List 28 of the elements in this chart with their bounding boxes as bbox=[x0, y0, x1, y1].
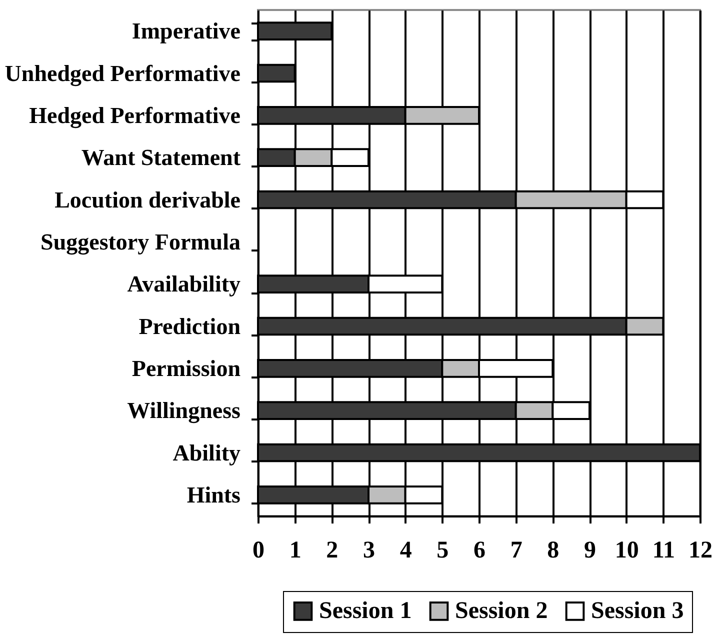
y-tick-label: Want Statement bbox=[81, 145, 241, 170]
legend-label: Session 2 bbox=[455, 598, 548, 624]
x-tick-label: 2 bbox=[326, 538, 338, 564]
x-tick-label: 10 bbox=[614, 538, 639, 564]
legend-label: Session 3 bbox=[591, 598, 684, 624]
y-tick-label: Suggestory Formula bbox=[40, 229, 241, 256]
x-tick-label: 5 bbox=[436, 538, 449, 564]
x-tick-label: 6 bbox=[474, 538, 486, 564]
x-tick-label: 0 bbox=[252, 538, 264, 564]
y-tick-label: Imperative bbox=[132, 18, 240, 44]
y-tick-label: Availability bbox=[127, 272, 241, 297]
x-tick-label: 12 bbox=[688, 538, 712, 564]
legend-label: Session 1 bbox=[319, 598, 412, 624]
x-tick-label: 3 bbox=[363, 538, 375, 564]
x-tick-label: 7 bbox=[510, 538, 522, 564]
y-tick-label: Prediction bbox=[138, 314, 241, 339]
y-tick-label: Permission bbox=[132, 356, 241, 381]
x-tick-label: 8 bbox=[547, 538, 560, 564]
y-tick-label: Unhedged Performative bbox=[4, 60, 240, 87]
x-tick-label: 4 bbox=[400, 538, 412, 564]
x-tick-label: 9 bbox=[584, 538, 596, 564]
y-tick-label: Hints bbox=[186, 482, 241, 508]
y-tick-label: Locution derivable bbox=[54, 187, 240, 212]
y-tick-label: Ability bbox=[172, 440, 241, 466]
y-tick-label: Willingness bbox=[127, 398, 241, 424]
x-tick-label: 1 bbox=[289, 538, 302, 564]
y-tick-label: Hedged Performative bbox=[29, 102, 240, 129]
x-tick-label: 11 bbox=[652, 538, 676, 564]
